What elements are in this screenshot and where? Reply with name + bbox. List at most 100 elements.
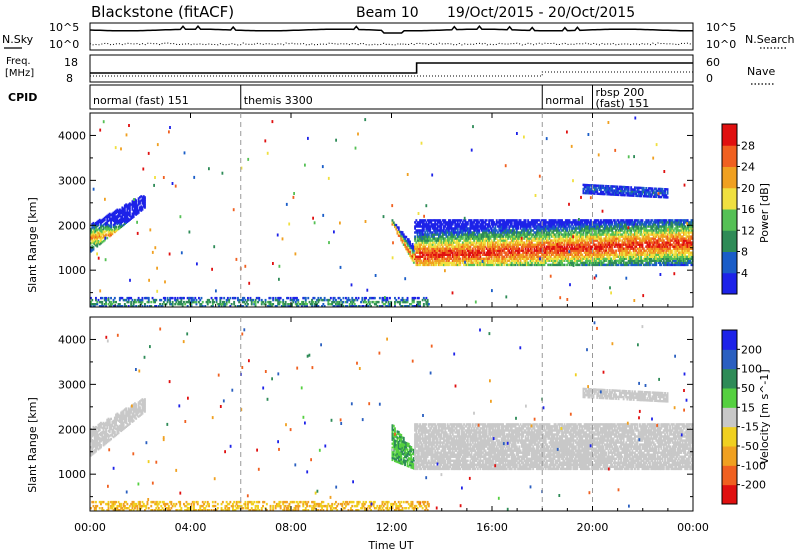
data-cell [585,253,587,256]
data-cell [470,259,473,262]
data-cell [646,245,649,248]
data-cell [640,255,643,258]
data-cell [485,255,488,258]
data-cell [440,227,443,230]
data-cell [97,231,100,235]
data-cell [514,261,517,264]
data-cell [574,233,577,236]
data-cell [508,243,511,246]
data-cell [134,200,136,203]
data-cell [558,219,561,222]
data-cell [547,255,550,258]
data-cell [426,259,429,262]
data-cell [577,255,580,258]
data-cell [122,223,125,227]
data-cell [639,227,641,230]
data-cell [453,247,455,250]
data-cell [573,251,576,254]
data-cell [515,231,518,234]
data-cell [581,253,584,256]
data-cell [436,231,439,234]
data-cell [588,255,591,258]
data-cell [571,223,573,226]
data-cell [420,221,423,224]
data-cell [443,233,445,236]
data-cell [587,237,590,240]
data-cell [416,251,419,254]
data-cell [444,225,447,228]
data-cell [464,239,467,242]
data-cell [431,241,434,244]
data-cell [409,240,411,243]
data-cell [455,257,458,260]
data-cell [448,261,450,264]
data-cell [538,249,541,252]
data-cell [532,225,535,228]
data-cell [454,255,457,258]
data-cell [637,235,640,238]
data-cell [100,221,102,225]
data-cell [409,250,411,253]
data-cell [602,253,605,256]
data-cell [586,261,589,264]
data-cell [495,229,498,232]
data-cell [538,225,541,228]
data-cell [471,221,474,224]
data-cell [494,243,497,246]
data-cell [489,243,492,246]
data-cell [493,233,496,236]
data-cell [544,249,547,252]
data-cell [627,229,630,232]
data-cell [564,231,567,234]
data-cell [439,221,442,224]
data-cell [522,223,525,226]
data-cell [435,247,438,250]
data-cell [518,253,521,256]
data-cell [518,261,521,264]
data-cell [585,257,587,260]
data-cell [136,210,139,213]
data-cell [537,231,540,234]
data-cell [548,221,551,224]
data-cell [517,261,519,264]
data-cell [132,203,135,206]
data-cell [479,225,482,228]
data-cell [424,261,427,264]
data-cell [598,251,601,254]
data-cell [421,253,424,256]
data-cell [458,241,460,244]
data-cell [509,251,512,254]
data-cell [569,237,572,240]
data-cell [446,251,449,254]
data-cell [620,247,622,250]
data-cell [524,247,527,250]
data-cell [597,259,600,262]
data-cell [564,233,567,236]
date-range: 19/Oct/2015 - 20/Oct/2015 [447,5,635,21]
data-cell [424,233,427,236]
data-cell [571,235,573,238]
data-cell [415,225,418,228]
data-cell [525,249,528,252]
data-cell [470,233,473,236]
data-cell [571,245,573,248]
data-cell [631,221,634,224]
data-cell [445,259,448,262]
data-cell [117,225,120,229]
data-cell [631,261,634,264]
data-cell [561,237,563,240]
data-cell [471,243,474,246]
data-cell [567,233,570,236]
data-cell [632,235,635,238]
data-cell [529,245,532,248]
data-cell [497,257,499,260]
data-cell [649,241,651,244]
data-cell [548,233,551,236]
data-cell [590,225,592,228]
data-cell [583,247,586,250]
data-cell [543,229,546,232]
data-cell [436,227,439,230]
data-cell [407,240,410,243]
data-cell [451,237,454,240]
data-cell [571,239,573,242]
